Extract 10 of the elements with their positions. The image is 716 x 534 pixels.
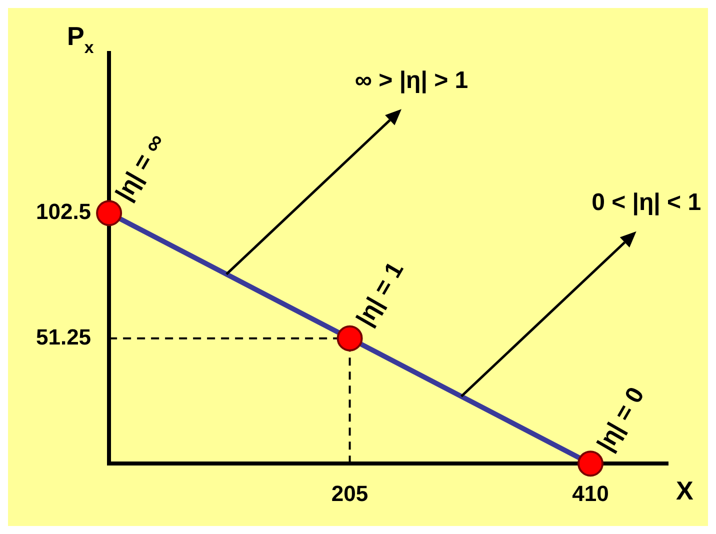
annotation: |η| = 1	[351, 258, 410, 331]
y-tick-label: 102.5	[36, 199, 92, 224]
y-tick-label: 51.25	[36, 324, 92, 350]
annotation: 0 < |η| < 1	[592, 189, 702, 216]
annotation: |η| = 0	[592, 382, 650, 456]
x-tick-label: 205	[331, 480, 368, 506]
x-axis-title: X	[676, 476, 694, 506]
annotation: |η| = ∞	[110, 129, 170, 206]
x-tick-label: 410	[572, 480, 609, 506]
annotation: ∞ > |η| > 1	[354, 66, 468, 94]
